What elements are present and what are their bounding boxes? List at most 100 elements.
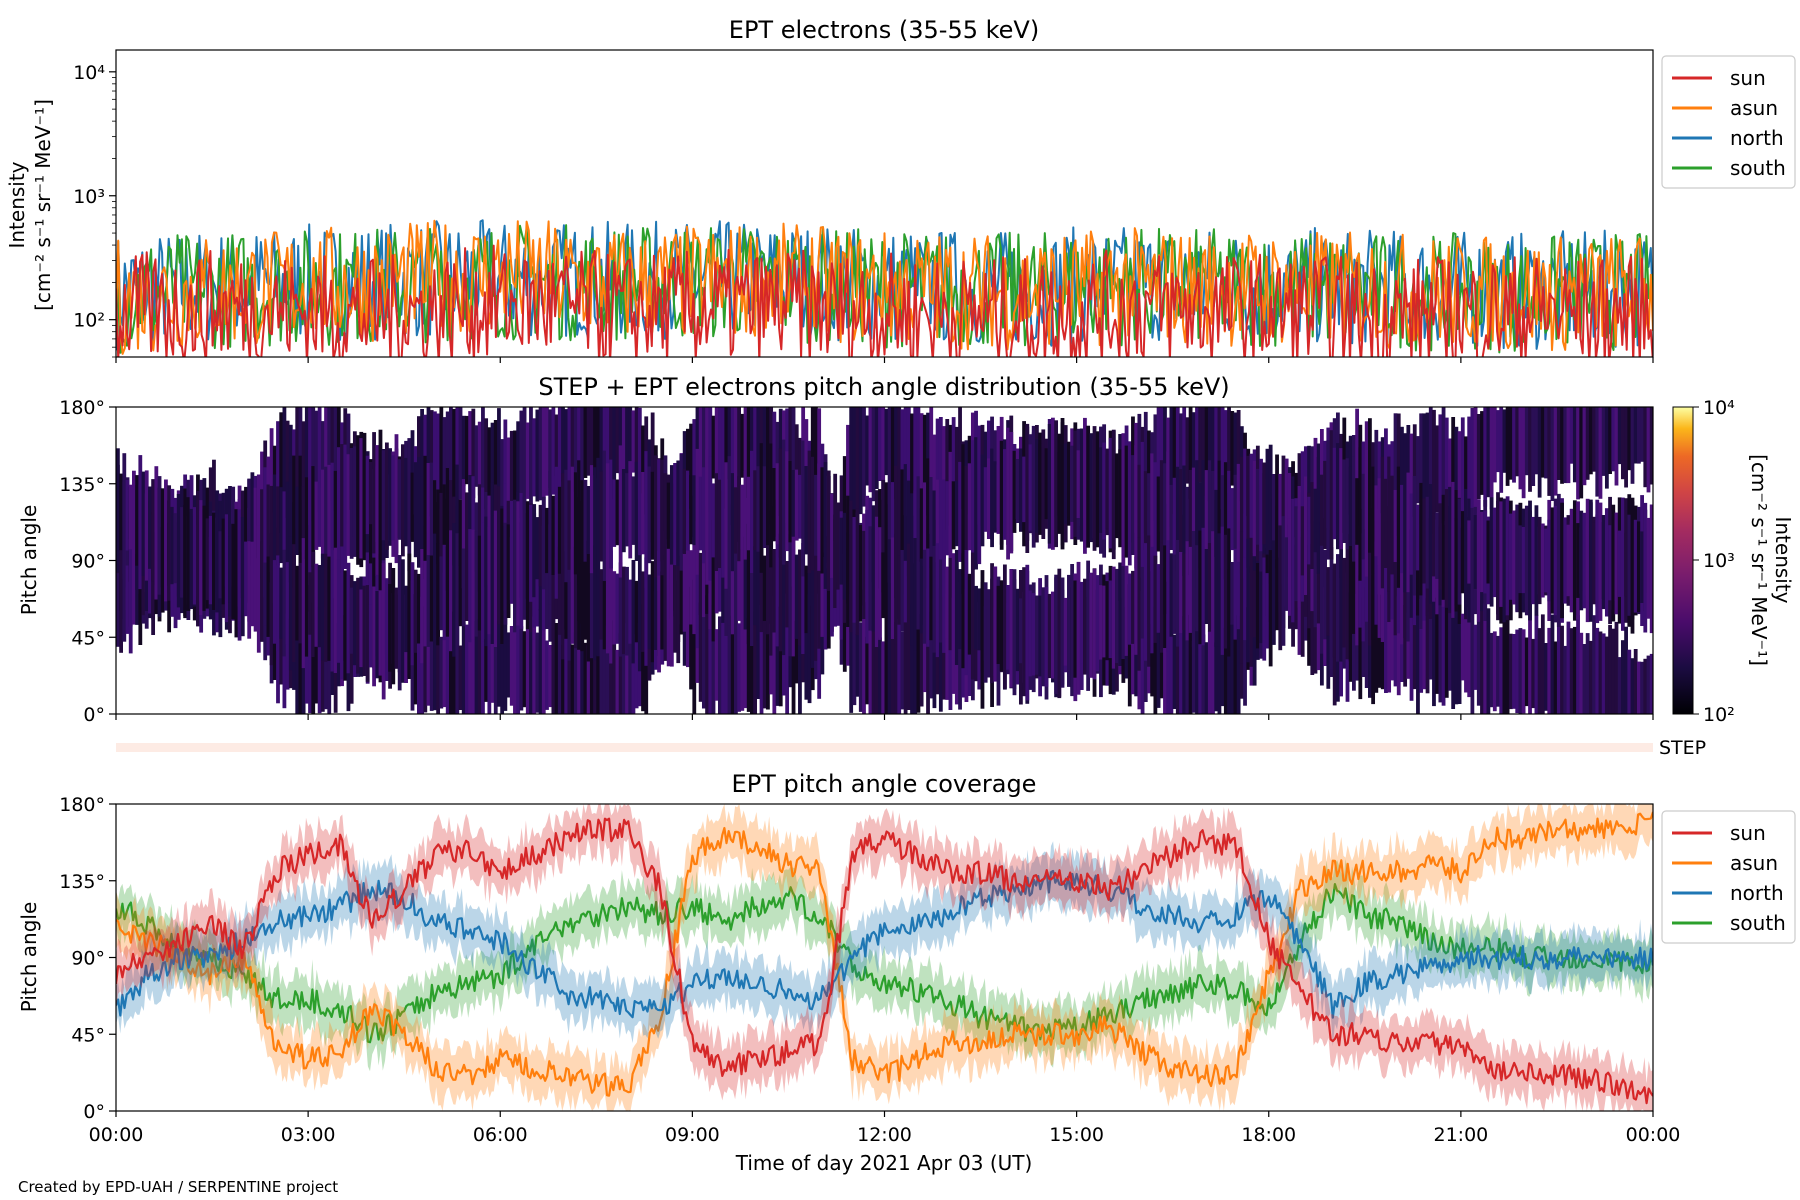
pad-cell <box>1079 428 1084 542</box>
pad-cell <box>852 517 857 623</box>
pad-cell <box>320 421 325 488</box>
pad-cell <box>304 477 309 560</box>
pad-cell <box>759 542 764 633</box>
pad-cell <box>1352 583 1356 691</box>
pad-cell <box>282 549 287 657</box>
pad-cell <box>436 620 441 714</box>
pad-cell <box>1624 532 1628 597</box>
pad-cell <box>724 619 729 714</box>
pad-cell <box>1015 459 1020 523</box>
pad-cell <box>1201 634 1206 714</box>
pad-cell <box>1179 552 1183 633</box>
pad-cell <box>436 489 441 565</box>
pad-cell <box>717 479 722 568</box>
pad-cell <box>1496 492 1500 615</box>
pad-cell <box>689 475 693 545</box>
pad-cell <box>730 525 735 635</box>
pad-cell <box>596 457 601 578</box>
pad-cell <box>295 595 300 714</box>
pad-cell <box>730 407 735 505</box>
pad-cell <box>1166 540 1171 652</box>
pad-cell <box>798 474 802 539</box>
pad-cell <box>1419 482 1424 596</box>
pad-cell <box>1620 640 1625 714</box>
pad-cell <box>1428 407 1433 535</box>
pad-cell <box>906 407 911 516</box>
pad-cell <box>295 565 300 641</box>
pad-cell <box>1550 507 1555 614</box>
pad-cell <box>583 407 588 478</box>
pad-cell <box>721 533 725 623</box>
pad-cell <box>311 551 316 657</box>
x-tick-label: 06:00 <box>473 1124 528 1146</box>
pad-cell <box>621 566 626 655</box>
pad-cell <box>1028 590 1033 677</box>
pad-cell <box>554 466 559 599</box>
pad-cell <box>894 533 898 645</box>
pad-cell <box>1457 431 1462 519</box>
pad-cell <box>929 477 934 569</box>
pad-cell <box>301 486 306 553</box>
pad-cell <box>1566 407 1571 484</box>
pad-cell <box>381 450 386 541</box>
pad-cell <box>980 570 985 672</box>
pad-cell <box>631 476 636 545</box>
pad-cell <box>1441 585 1446 706</box>
pad-cell <box>1553 505 1558 616</box>
pad-cell <box>1335 554 1340 662</box>
pad-cell <box>1627 407 1632 471</box>
pad-cell <box>1620 497 1625 631</box>
pad-cell <box>548 645 553 708</box>
pad-cell <box>724 462 729 589</box>
pad-cell <box>1268 444 1273 562</box>
pad-cell <box>849 593 854 713</box>
pad-cell <box>228 536 232 603</box>
pad-cell <box>221 528 226 605</box>
pad-cell <box>778 533 783 652</box>
pad-cell <box>522 631 527 708</box>
pad-cell <box>1233 412 1238 486</box>
pad-cell <box>477 421 482 496</box>
pad-cell <box>1326 567 1331 636</box>
pad-cell <box>612 620 617 714</box>
pad-cell <box>1483 510 1488 594</box>
pad-cell <box>343 570 348 661</box>
pad-cell <box>541 496 546 590</box>
pad-cell <box>1544 407 1548 479</box>
pad-cell <box>516 608 521 714</box>
pad-cell <box>826 536 831 649</box>
pad-cell <box>519 493 524 629</box>
pad-cell <box>1143 471 1148 551</box>
pad-cell <box>1620 407 1625 480</box>
pad-cell <box>1384 592 1388 693</box>
pad-cell <box>1233 474 1238 562</box>
pad-cell <box>1550 407 1555 501</box>
pad-cell <box>612 571 617 645</box>
pad-cell <box>522 497 527 620</box>
pad-cell <box>1611 504 1616 622</box>
panel1-y-axis: 10⁴ 10³ 10² <box>73 62 116 358</box>
pad-cell <box>820 565 825 637</box>
pad-cell <box>657 459 661 576</box>
pad-cell <box>717 545 722 612</box>
pad-cell <box>384 578 389 681</box>
pad-cell <box>1332 563 1337 658</box>
pad-cell <box>356 435 360 565</box>
pad-cell <box>1041 587 1046 687</box>
y-tick-label: 90° <box>71 948 105 970</box>
pad-cell <box>942 550 946 653</box>
pad-cell <box>769 524 774 656</box>
pad-cell <box>1630 497 1635 634</box>
pad-cell <box>685 527 690 653</box>
pad-cell <box>906 543 911 642</box>
pad-cell <box>160 488 165 588</box>
pad-cell <box>954 549 959 665</box>
pad-cell <box>858 407 863 515</box>
pad-cell <box>644 557 649 666</box>
pad-cell <box>538 609 543 714</box>
pad-cell <box>490 631 495 703</box>
pad-cell <box>948 451 953 583</box>
pad-cell <box>830 493 834 578</box>
pad-cell <box>1467 416 1472 517</box>
pad-cell <box>141 550 146 616</box>
